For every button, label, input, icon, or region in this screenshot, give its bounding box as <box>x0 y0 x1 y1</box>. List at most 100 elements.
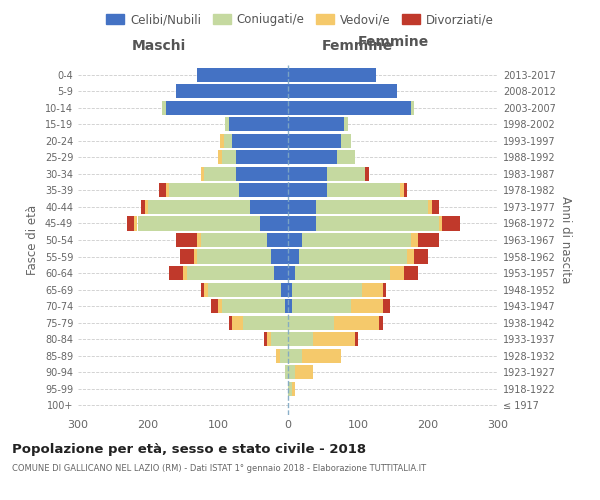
Bar <box>221 150 235 164</box>
Bar <box>351 299 383 313</box>
Bar <box>365 167 368 181</box>
Bar <box>250 200 288 214</box>
Bar <box>410 233 418 247</box>
Bar <box>288 365 295 379</box>
Bar <box>407 250 414 264</box>
Bar <box>274 266 288 280</box>
Bar <box>288 216 316 230</box>
Bar <box>428 200 431 214</box>
Bar <box>220 134 224 148</box>
Bar <box>284 299 288 313</box>
Bar <box>260 216 288 230</box>
Bar <box>229 118 288 132</box>
Bar <box>334 316 379 330</box>
Bar <box>383 282 386 296</box>
Bar <box>197 250 271 264</box>
Text: COMUNE DI GALLICANO NEL LAZIO (RM) - Dati ISTAT 1° gennaio 2018 - Elaborazione T: COMUNE DI GALLICANO NEL LAZIO (RM) - Dat… <box>12 464 426 473</box>
Bar <box>361 282 383 296</box>
Bar <box>418 233 439 247</box>
Bar <box>292 282 361 296</box>
Bar <box>288 150 337 164</box>
Bar <box>288 332 313 346</box>
Bar <box>281 282 288 296</box>
Bar <box>288 282 292 296</box>
Bar <box>288 200 316 214</box>
Bar <box>404 184 407 198</box>
Bar <box>288 68 376 82</box>
Bar <box>271 250 288 264</box>
Legend: Celibi/Nubili, Coniugati/e, Vedovi/e, Divorziati/e: Celibi/Nubili, Coniugati/e, Vedovi/e, Di… <box>101 8 499 31</box>
Bar <box>288 233 302 247</box>
Bar <box>229 316 232 330</box>
Bar <box>204 167 235 181</box>
Bar <box>267 332 271 346</box>
Text: Maschi: Maschi <box>132 38 186 52</box>
Bar <box>239 184 288 198</box>
Bar <box>414 250 428 264</box>
Bar <box>200 167 204 181</box>
Bar <box>134 216 137 230</box>
Bar <box>288 299 292 313</box>
Bar <box>337 150 355 164</box>
Bar <box>235 150 288 164</box>
Bar <box>208 282 281 296</box>
Y-axis label: Fasce di età: Fasce di età <box>26 205 39 275</box>
Bar <box>179 250 193 264</box>
Bar <box>288 134 341 148</box>
Bar <box>280 348 288 362</box>
Bar <box>383 299 389 313</box>
Bar <box>379 316 383 330</box>
Bar <box>288 118 344 132</box>
Bar <box>410 101 414 115</box>
Bar <box>288 266 295 280</box>
Bar <box>288 348 302 362</box>
Bar <box>176 233 197 247</box>
Bar <box>404 266 418 280</box>
Bar <box>169 184 239 198</box>
Bar <box>232 316 242 330</box>
Bar <box>316 216 439 230</box>
Text: Femmine: Femmine <box>322 38 392 52</box>
Bar <box>302 348 341 362</box>
Bar <box>295 266 389 280</box>
Bar <box>187 266 274 280</box>
Bar <box>288 382 292 396</box>
Bar <box>292 299 351 313</box>
Bar <box>148 200 250 214</box>
Bar <box>221 299 284 313</box>
Bar <box>166 184 169 198</box>
Bar <box>326 167 365 181</box>
Bar <box>225 118 229 132</box>
Bar <box>288 84 397 98</box>
Bar <box>169 266 183 280</box>
Bar <box>400 184 404 198</box>
Bar <box>295 365 313 379</box>
Bar <box>162 101 166 115</box>
Y-axis label: Anni di nascita: Anni di nascita <box>559 196 572 284</box>
Bar <box>193 250 197 264</box>
Bar <box>224 134 232 148</box>
Bar <box>242 316 288 330</box>
Bar <box>442 216 460 230</box>
Bar <box>271 332 288 346</box>
Bar <box>288 101 410 115</box>
Bar <box>166 101 288 115</box>
Bar <box>326 184 400 198</box>
Bar <box>276 348 280 362</box>
Bar <box>431 200 439 214</box>
Bar <box>439 216 442 230</box>
Bar <box>127 216 134 230</box>
Bar <box>313 332 355 346</box>
Bar <box>288 250 299 264</box>
Bar <box>176 84 288 98</box>
Bar <box>145 200 148 214</box>
Bar <box>204 282 208 296</box>
Bar <box>341 134 351 148</box>
Bar <box>292 382 295 396</box>
Bar <box>288 184 326 198</box>
Bar <box>158 184 166 198</box>
Text: Popolazione per età, sesso e stato civile - 2018: Popolazione per età, sesso e stato civil… <box>12 442 366 456</box>
Bar <box>235 167 288 181</box>
Bar <box>288 167 326 181</box>
Bar <box>302 233 410 247</box>
